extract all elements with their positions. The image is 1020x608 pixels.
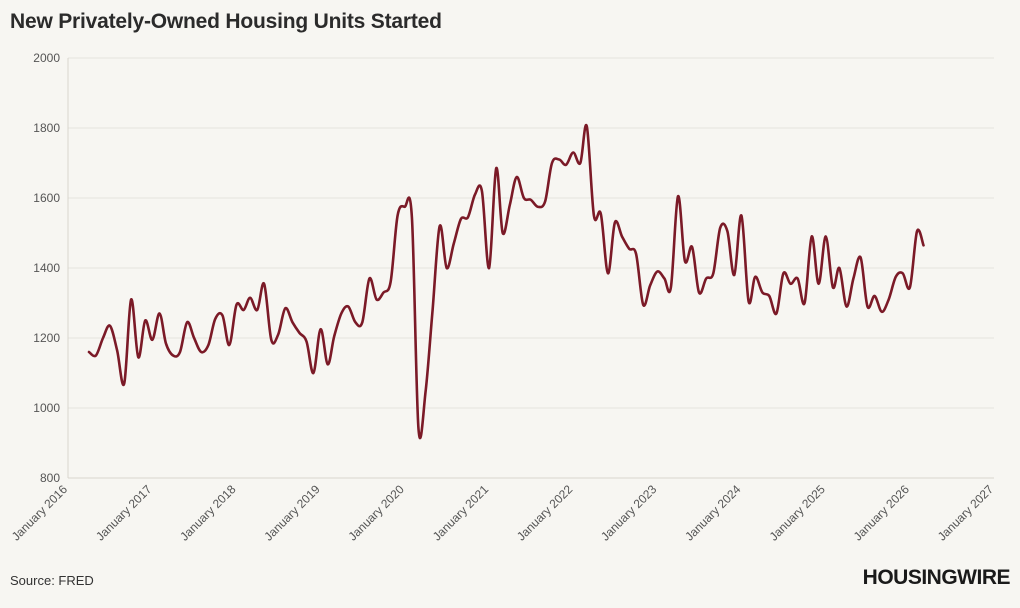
x-tick-label: January 2024 xyxy=(682,482,744,544)
x-tick-label: January 2022 xyxy=(514,482,576,544)
y-tick-label: 1400 xyxy=(33,261,60,275)
x-tick-label: January 2027 xyxy=(935,482,997,544)
x-tick-label: January 2017 xyxy=(93,482,155,544)
x-axis-ticks: January 2016 January 2017 January 2018 Janu… xyxy=(9,482,997,544)
x-tick-label: January 2023 xyxy=(598,482,660,544)
housingwire-logo: HOUSINGWIRE xyxy=(862,566,1011,589)
x-tick-label: January 2016 xyxy=(9,482,71,544)
series-lines xyxy=(87,123,925,440)
x-tick-label: January 2026 xyxy=(851,482,913,544)
y-axis-ticks: 800 1000 1200 1400 1600 1800 2000 xyxy=(33,51,60,485)
x-tick-label: January 2025 xyxy=(767,482,829,544)
x-tick-label: January 2021 xyxy=(430,482,492,544)
series-line-0 xyxy=(87,123,925,440)
x-tick-label: January 2019 xyxy=(261,482,323,544)
y-tick-label: 800 xyxy=(40,471,60,485)
y-tick-label: 1000 xyxy=(33,401,60,415)
y-tick-label: 1800 xyxy=(33,121,60,135)
chart-title: New Privately-Owned Housing Units Starte… xyxy=(10,10,442,33)
x-tick-label: January 2018 xyxy=(177,482,239,544)
y-tick-label: 1600 xyxy=(33,191,60,205)
y-tick-label: 1200 xyxy=(33,331,60,345)
source-note: Source: FRED xyxy=(10,573,94,588)
x-tick-label: January 2020 xyxy=(345,482,407,544)
y-tick-label: 2000 xyxy=(33,51,60,65)
